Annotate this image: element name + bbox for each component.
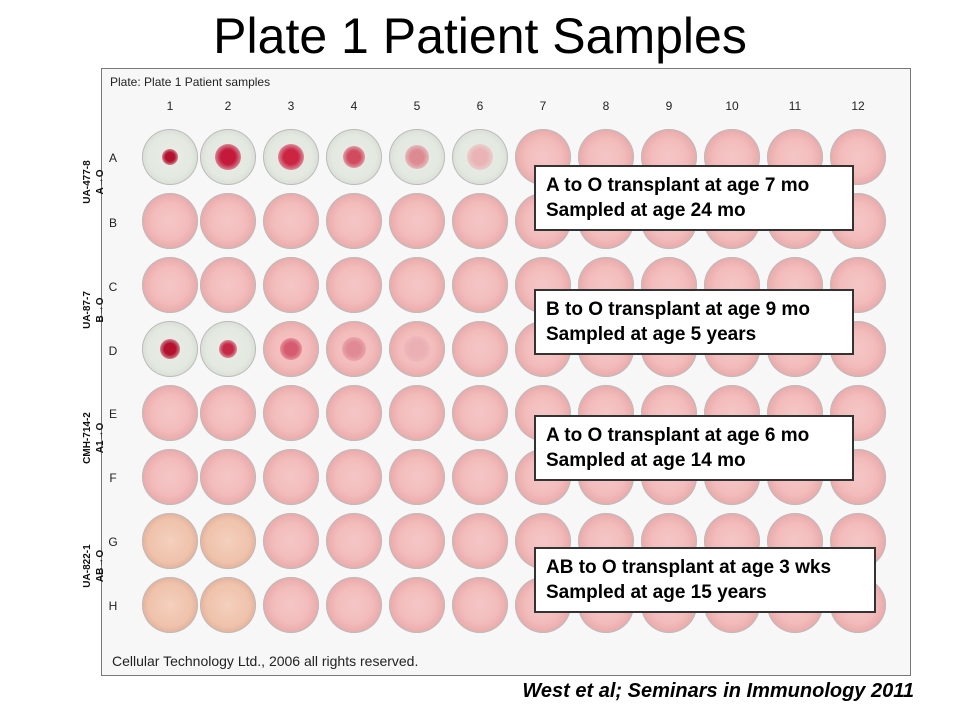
annotation-box: AB to O transplant at age 3 wks Sampled a… — [534, 547, 876, 613]
well — [452, 577, 508, 633]
sample-label: CMH-714-2 A1→O — [82, 412, 106, 464]
well — [263, 385, 319, 441]
well — [389, 129, 445, 185]
well — [200, 257, 256, 313]
well — [326, 449, 382, 505]
well — [263, 513, 319, 569]
well — [452, 449, 508, 505]
well — [389, 513, 445, 569]
agglutination-spot — [343, 146, 365, 168]
well — [142, 513, 198, 569]
well — [263, 321, 319, 377]
well — [389, 193, 445, 249]
agglutination-spot — [162, 149, 178, 165]
well — [263, 257, 319, 313]
row-label: B — [108, 216, 117, 230]
sample-label: UA-87-7 B→O — [82, 291, 106, 329]
well — [142, 129, 198, 185]
agglutination-spot — [404, 336, 430, 362]
column-label: 9 — [665, 99, 673, 113]
well — [452, 193, 508, 249]
well — [263, 193, 319, 249]
well — [200, 385, 256, 441]
well — [452, 257, 508, 313]
well — [389, 257, 445, 313]
well — [389, 577, 445, 633]
agglutination-spot — [467, 144, 493, 170]
column-label: 12 — [851, 99, 865, 113]
agglutination-spot — [280, 338, 302, 360]
well — [142, 257, 198, 313]
well — [200, 193, 256, 249]
annotation-box: A to O transplant at age 6 mo Sampled at … — [534, 415, 854, 481]
well — [326, 385, 382, 441]
column-label: 8 — [602, 99, 610, 113]
well — [326, 129, 382, 185]
well — [326, 513, 382, 569]
well — [263, 577, 319, 633]
column-label: 2 — [224, 99, 232, 113]
well — [200, 321, 256, 377]
row-label: E — [108, 407, 117, 421]
row-label: H — [108, 599, 118, 613]
well — [263, 129, 319, 185]
column-label: 11 — [788, 99, 802, 113]
agglutination-spot — [405, 145, 429, 169]
well — [200, 577, 256, 633]
well — [452, 513, 508, 569]
column-label: 10 — [725, 99, 739, 113]
well — [389, 385, 445, 441]
row-label: D — [108, 344, 118, 358]
column-label: 5 — [413, 99, 421, 113]
agglutination-spot — [215, 144, 241, 170]
column-label: 6 — [476, 99, 484, 113]
agglutination-spot — [342, 337, 366, 361]
sample-label: UA-477-8 A→O — [82, 160, 106, 204]
well — [452, 129, 508, 185]
column-label: 1 — [166, 99, 174, 113]
well — [389, 321, 445, 377]
well — [389, 449, 445, 505]
row-label: F — [109, 471, 117, 485]
row-label: C — [108, 280, 118, 294]
agglutination-spot — [278, 144, 304, 170]
well — [142, 321, 198, 377]
agglutination-spot — [160, 339, 180, 359]
well-plate-image: Plate: Plate 1 Patient samples 1 2 3 4 5… — [82, 68, 911, 676]
well — [200, 449, 256, 505]
sample-label: UA-822-1 AB→O — [82, 544, 106, 588]
copyright-text: Cellular Technology Ltd., 2006 all right… — [112, 653, 419, 669]
row-label: A — [108, 151, 117, 165]
well — [326, 577, 382, 633]
annotation-box: A to O transplant at age 7 mo Sampled at … — [534, 165, 854, 231]
column-label: 3 — [287, 99, 295, 113]
well — [142, 193, 198, 249]
well — [326, 257, 382, 313]
well — [263, 449, 319, 505]
row-label: G — [108, 535, 118, 549]
well — [326, 193, 382, 249]
well — [142, 577, 198, 633]
plate-label: Plate: Plate 1 Patient samples — [110, 75, 271, 89]
well — [142, 449, 198, 505]
well — [200, 129, 256, 185]
slide-title: Plate 1 Patient Samples — [213, 8, 747, 64]
well — [452, 321, 508, 377]
column-label: 4 — [350, 99, 358, 113]
annotation-box: B to O transplant at age 9 mo Sampled at … — [534, 289, 854, 355]
column-label: 7 — [539, 99, 547, 113]
well — [326, 321, 382, 377]
well — [142, 385, 198, 441]
agglutination-spot — [219, 340, 237, 358]
well — [200, 513, 256, 569]
citation: West et al; Seminars in Immunology 2011 — [522, 680, 914, 702]
well — [452, 385, 508, 441]
